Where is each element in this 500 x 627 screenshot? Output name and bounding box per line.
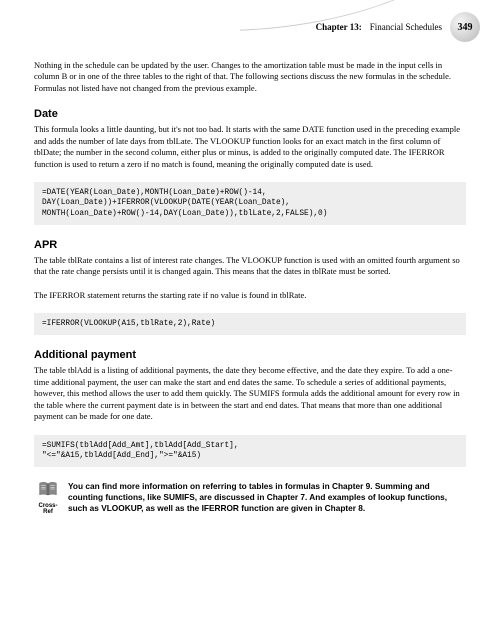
apr-paragraph-1: The table tblRate contains a list of int…	[34, 255, 466, 278]
page-content: Nothing in the schedule can be updated b…	[0, 60, 500, 515]
apr-heading: APR	[34, 239, 466, 251]
date-paragraph: This formula looks a little daunting, bu…	[34, 124, 466, 170]
apr-paragraph-2: The IFERROR statement returns the starti…	[34, 290, 466, 301]
crossref-icon-wrap: Cross-Ref	[34, 481, 62, 515]
crossref-label: Cross-Ref	[34, 503, 62, 515]
date-heading: Date	[34, 108, 466, 120]
crossref-text: You can find more information on referri…	[68, 481, 466, 515]
date-code: =DATE(YEAR(Loan_Date),MONTH(Loan_Date)+R…	[34, 182, 466, 224]
addpay-code: =SUMIFS(tblAdd[Add_Amt],tblAdd[Add_Start…	[34, 435, 466, 467]
apr-code: =IFERROR(VLOOKUP(A15,tblRate,2),Rate)	[34, 313, 466, 335]
intro-paragraph: Nothing in the schedule can be updated b…	[34, 60, 466, 94]
addpay-heading: Additional payment	[34, 349, 466, 361]
book-icon	[38, 481, 58, 497]
addpay-paragraph: The table tblAdd is a listing of additio…	[34, 365, 466, 422]
crossref-box: Cross-Ref You can find more information …	[34, 481, 466, 515]
